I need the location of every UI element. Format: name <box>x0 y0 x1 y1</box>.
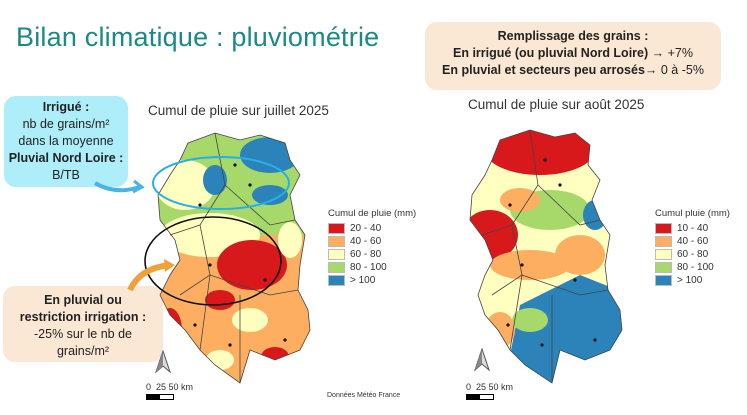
north-arrow-icon <box>474 348 490 372</box>
legend-item: > 100 <box>655 274 730 287</box>
map-august <box>469 129 623 384</box>
legend-swatch <box>655 223 672 234</box>
legend-item: > 100 <box>328 274 416 287</box>
legend-item: 80 - 100 <box>328 261 416 274</box>
legend-august: Cumul pluie (mm) 10 - 40 40 - 60 60 - 80… <box>655 208 730 287</box>
legend-item: 80 - 100 <box>655 261 730 274</box>
callout-grain-fill: Remplissage des grains : En irrigué (ou … <box>425 22 721 90</box>
legend-swatch <box>655 249 672 260</box>
callout-text: nb de grains/m² <box>22 117 110 131</box>
legend-swatch <box>328 249 345 260</box>
callout-heading: En pluvial et secteurs peu arrosés <box>442 63 645 77</box>
legend-label: 10 - 40 <box>677 223 709 234</box>
scale-label: 0 25 50 km <box>466 382 514 392</box>
callout-text: dans la moyenne <box>18 134 114 148</box>
legend-item: 10 - 40 <box>655 222 730 235</box>
legend-item: 60 - 80 <box>328 248 416 261</box>
callout-heading: En irrigué (ou pluvial Nord Loire) <box>453 46 649 60</box>
callout-rainfed: En pluvial ou restriction irrigation : -… <box>3 286 163 362</box>
legend-title: Cumul pluie (mm) <box>655 208 730 219</box>
callout-text: -25% sur le nb de <box>34 327 132 341</box>
legend-swatch <box>655 262 672 273</box>
callout-heading: Pluvial Nord Loire : <box>8 151 124 165</box>
callout-heading: Remplissage des grains : <box>497 29 649 43</box>
legend-item: 60 - 80 <box>655 248 730 261</box>
legend-label: > 100 <box>677 275 703 286</box>
legend-july: Cumul de pluie (mm) 20 - 40 40 - 60 60 -… <box>328 208 416 287</box>
legend-swatch <box>328 236 345 247</box>
callout-irrigated: Irrigué : nb de grains/m² dans la moyenn… <box>4 96 128 187</box>
map-july-title: Cumul de pluie sur juillet 2025 <box>148 103 329 118</box>
legend-label: 20 - 40 <box>350 223 382 234</box>
legend-swatch <box>328 262 345 273</box>
callout-text: grains/m² <box>56 344 110 358</box>
callout-heading: En pluvial ou <box>44 293 122 307</box>
legend-label: > 100 <box>350 275 376 286</box>
legend-label: 80 - 100 <box>677 262 714 273</box>
legend-item: 40 - 60 <box>328 235 416 248</box>
north-arrow-icon <box>155 350 171 374</box>
legend-item: 20 - 40 <box>328 222 416 235</box>
data-source: Données Météo France <box>327 392 401 399</box>
legend-swatch <box>328 223 345 234</box>
scale-bar-august: 0 25 50 km <box>466 382 513 400</box>
page-title: Bilan climatique : pluviométrie <box>16 22 380 52</box>
legend-swatch <box>655 275 672 286</box>
callout-text: → 0 à -5% <box>644 63 704 77</box>
callout-text: B/TB <box>52 168 80 182</box>
scale-bar <box>146 394 174 400</box>
legend-label: 40 - 60 <box>677 236 709 247</box>
legend-swatch <box>655 236 672 247</box>
scale-bar <box>466 394 494 400</box>
callout-heading: restriction irrigation : <box>19 310 147 324</box>
legend-label: 40 - 60 <box>350 236 382 247</box>
scale-label: 0 25 50 km <box>146 382 194 392</box>
legend-title: Cumul de pluie (mm) <box>328 208 417 219</box>
legend-item: 40 - 60 <box>655 235 730 248</box>
legend-label: 60 - 80 <box>350 249 382 260</box>
scale-bar-july: 0 25 50 km <box>146 382 193 400</box>
map-august-title: Cumul de pluie sur août 2025 <box>468 97 645 112</box>
callout-heading: Irrigué : <box>42 100 90 114</box>
legend-swatch <box>328 275 345 286</box>
legend-label: 60 - 80 <box>677 249 709 260</box>
legend-label: 80 - 100 <box>350 262 387 273</box>
callout-text: → +7% <box>651 46 693 60</box>
